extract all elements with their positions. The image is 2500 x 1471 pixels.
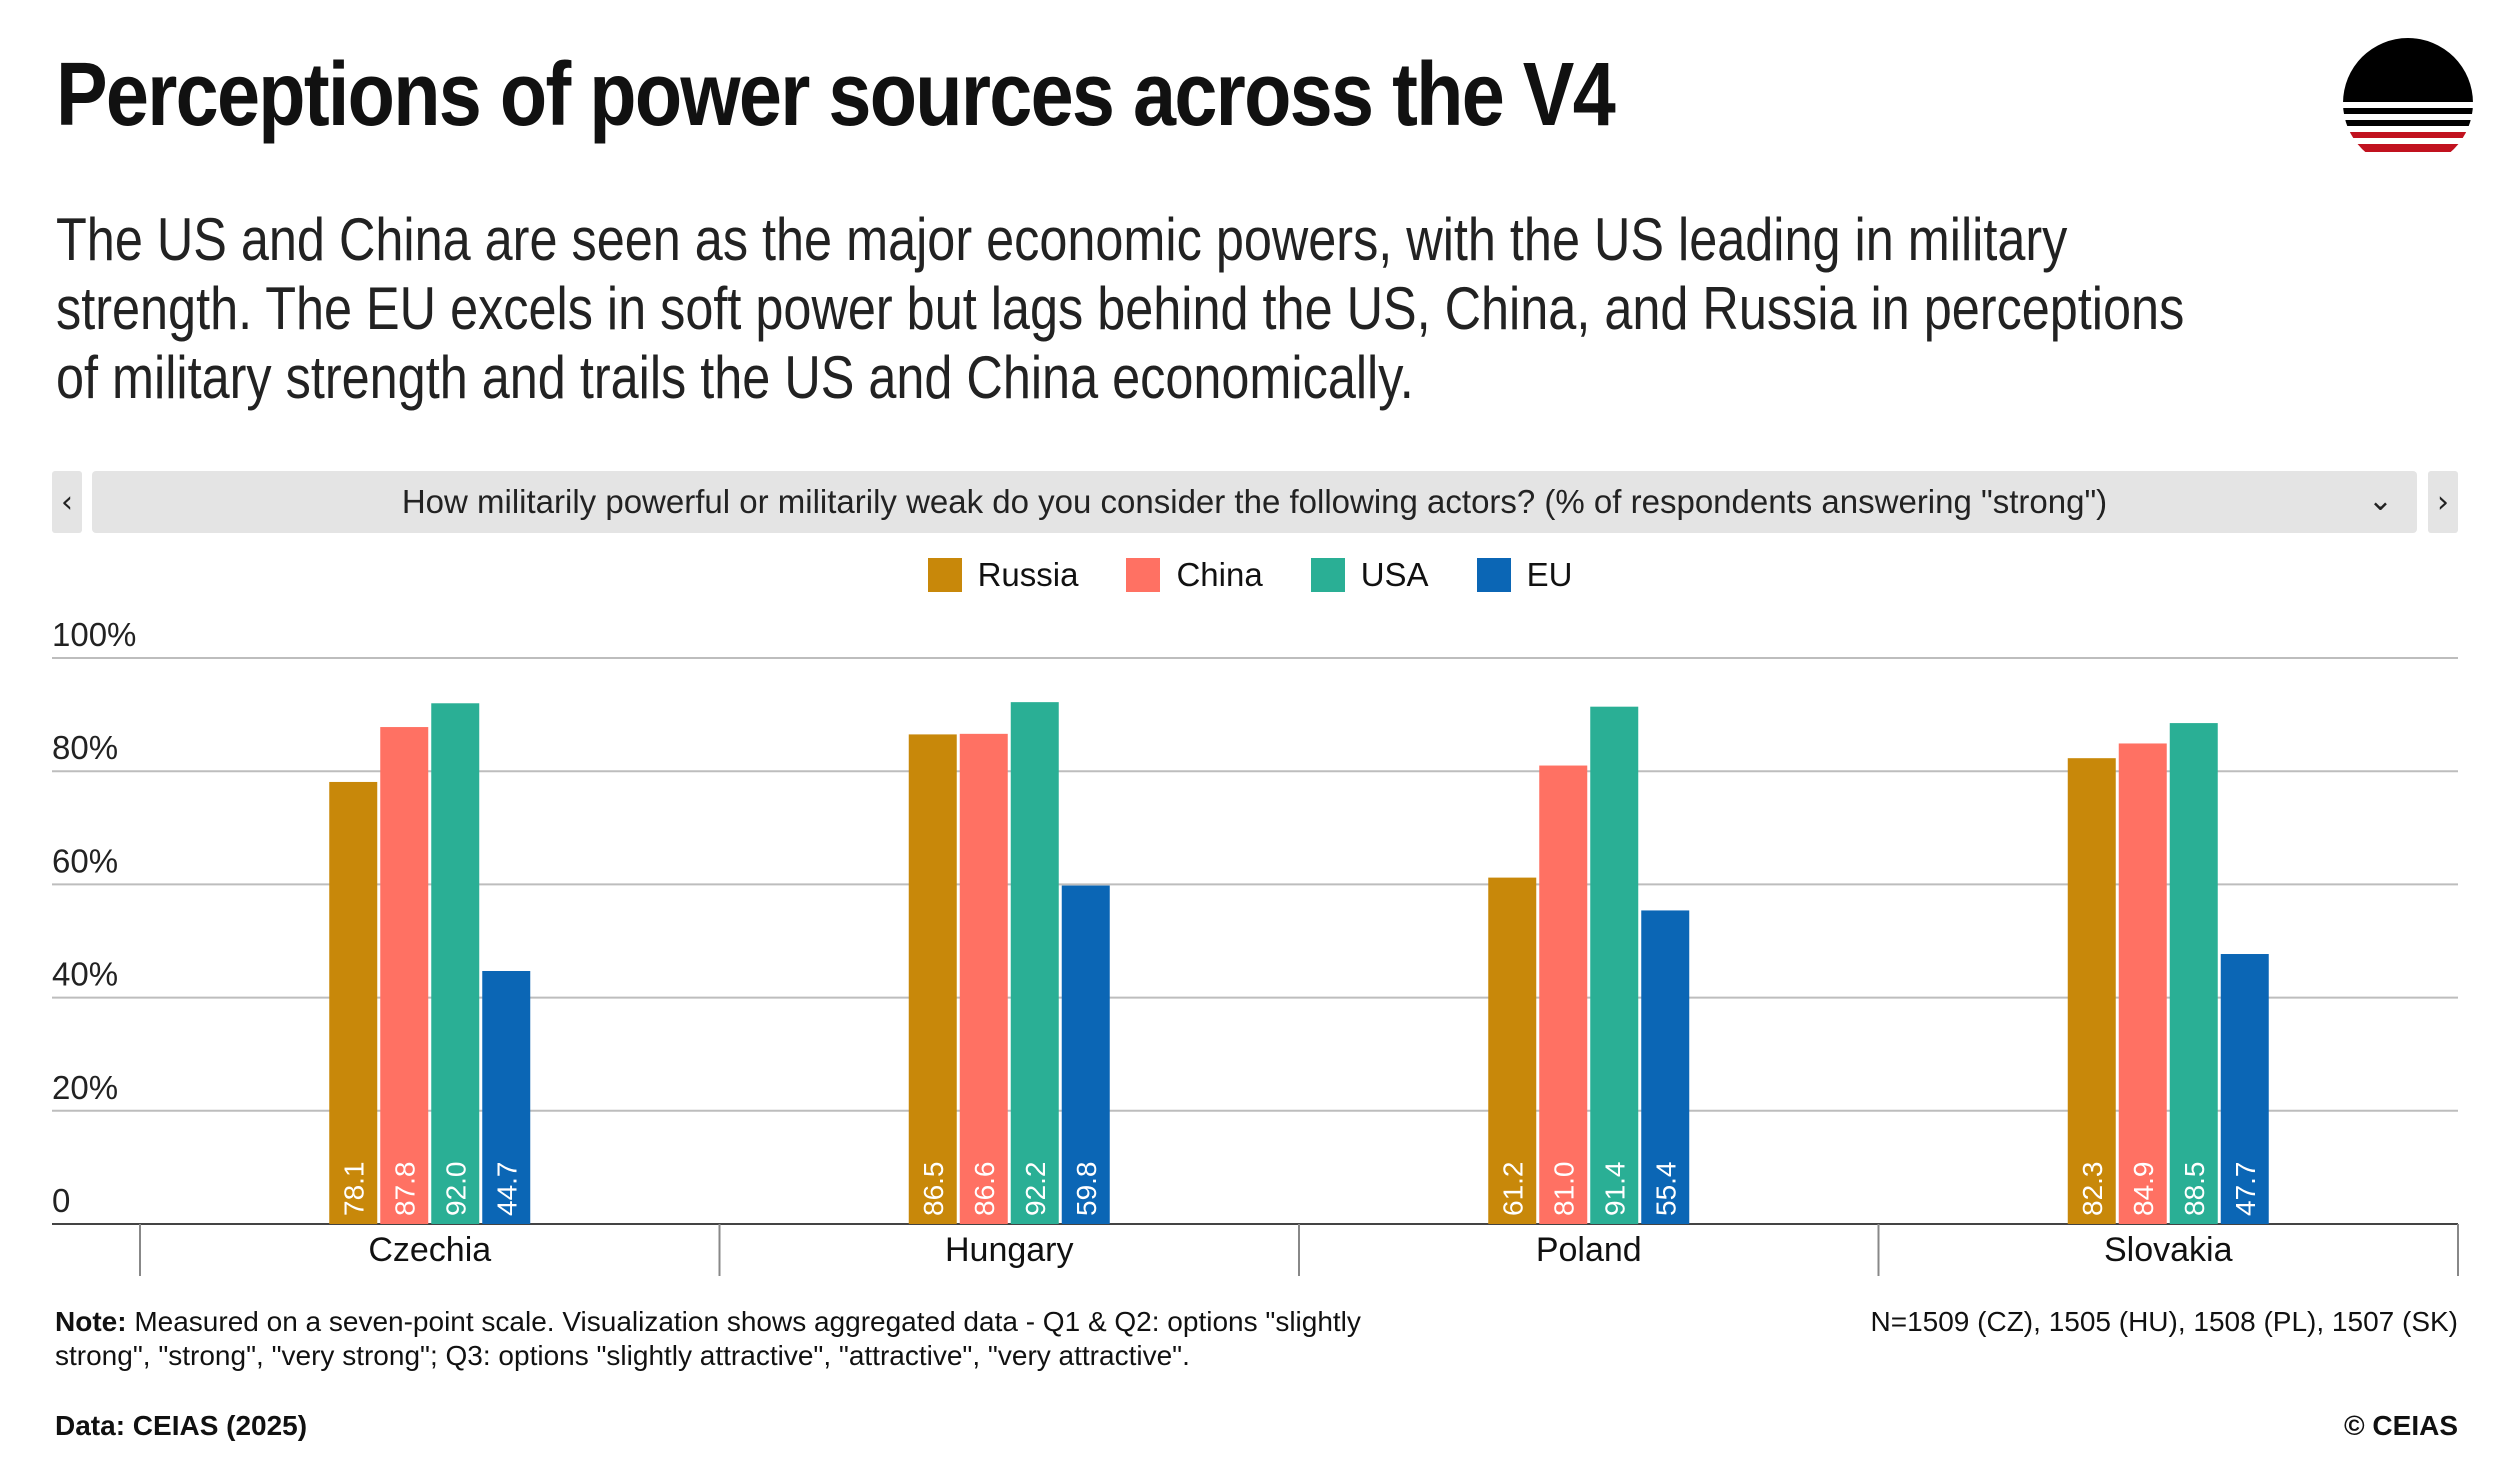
legend-swatch-russia — [927, 558, 962, 592]
legend-item-china: China — [1126, 556, 1263, 594]
y-tick-label: 20% — [52, 1069, 118, 1106]
note-label: Note: — [55, 1306, 127, 1337]
data-label: 47.7 — [2230, 1162, 2261, 1217]
chart-title: Perceptions of power sources across the … — [56, 45, 1616, 145]
legend-swatch-eu — [1476, 558, 1511, 592]
data-label: 61.2 — [1497, 1162, 1528, 1217]
legend-swatch-usa — [1310, 558, 1345, 592]
data-label: 88.5 — [2179, 1162, 2210, 1217]
chevron-down-icon: ⌄ — [2367, 483, 2393, 518]
chart-legend: Russia China USA EU — [0, 553, 2500, 597]
data-label: 44.7 — [491, 1162, 522, 1217]
y-tick-label: 60% — [52, 842, 118, 879]
legend-label-eu: EU — [1526, 556, 1573, 593]
data-label: 92.0 — [440, 1162, 471, 1217]
legend-label-china: China — [1176, 556, 1263, 593]
chevron-right-icon: › — [2437, 484, 2449, 520]
ceias-logo — [2343, 38, 2473, 168]
legend-label-usa: USA — [1360, 556, 1429, 593]
data-source: Data: CEIAS (2025) — [55, 1410, 308, 1441]
y-tick-label: 40% — [52, 956, 118, 993]
legend-item-russia: Russia — [927, 556, 1079, 594]
bar-china-czechia — [380, 727, 429, 1224]
bar-eu-poland — [1641, 910, 1690, 1224]
bar-russia-czechia — [329, 781, 378, 1224]
bar-eu-hungary — [1061, 885, 1110, 1224]
copyright: © CEIAS — [2344, 1410, 2458, 1441]
legend-item-eu: EU — [1476, 556, 1573, 594]
bar-usa-poland — [1590, 706, 1639, 1224]
bar-china-slovakia — [2118, 743, 2167, 1224]
data-label: 55.4 — [1650, 1162, 1681, 1217]
legend-item-usa: USA — [1310, 556, 1429, 594]
x-tick-label: Slovakia — [2104, 1231, 2233, 1269]
data-label: 87.8 — [389, 1162, 420, 1217]
footnote: Note: Measured on a seven-point scale. V… — [55, 1305, 1455, 1373]
x-tick-label: Poland — [1536, 1231, 1642, 1269]
question-label: How militarily powerful or militarily we… — [401, 483, 2108, 520]
legend-label-russia: Russia — [977, 556, 1079, 593]
next-question-button[interactable]: › — [2428, 471, 2458, 533]
bar-chart: 0 20% 40% 60% 80% 100% 78.1 87.8 92.0 44.7Czechia… — [52, 616, 2459, 1276]
x-tick-label: Czechia — [368, 1231, 491, 1269]
bar-eu-czechia — [482, 970, 531, 1224]
bar-usa-hungary — [1010, 702, 1059, 1224]
legend-swatch-china — [1126, 558, 1161, 592]
question-dropdown[interactable]: How militarily powerful or militarily we… — [92, 471, 2417, 533]
data-label: 59.8 — [1071, 1162, 1102, 1217]
y-tick-label: 0 — [52, 1182, 70, 1219]
bar-usa-czechia — [431, 703, 480, 1224]
prev-question-button[interactable]: ‹ — [52, 471, 82, 533]
bar-russia-hungary — [908, 734, 957, 1224]
bar-eu-slovakia — [2220, 954, 2269, 1224]
data-label: 91.4 — [1599, 1162, 1630, 1217]
chart-subtitle: The US and China are seen as the major e… — [56, 206, 2185, 411]
data-label: 78.1 — [338, 1162, 369, 1217]
sample-size: N=1509 (CZ), 1505 (HU), 1508 (PL), 1507 … — [1870, 1306, 2458, 1337]
data-label: 82.3 — [2077, 1162, 2108, 1217]
x-tick-label: Hungary — [945, 1231, 1074, 1269]
chevron-left-icon: ‹ — [61, 484, 73, 520]
note-text: Measured on a seven-point scale. Visuali… — [55, 1306, 1361, 1371]
bar-russia-poland — [1488, 877, 1537, 1224]
bar-china-poland — [1539, 765, 1588, 1224]
bar-china-hungary — [959, 733, 1008, 1224]
y-tick-label: 80% — [52, 729, 118, 766]
data-label: 81.0 — [1548, 1162, 1579, 1217]
data-label: 84.9 — [2128, 1162, 2159, 1217]
bar-russia-slovakia — [2067, 758, 2116, 1224]
y-tick-label: 100% — [52, 616, 136, 653]
data-label: 86.6 — [969, 1162, 1000, 1217]
data-label: 92.2 — [1020, 1162, 1051, 1217]
bar-usa-slovakia — [2169, 723, 2218, 1224]
data-label: 86.5 — [918, 1162, 949, 1217]
